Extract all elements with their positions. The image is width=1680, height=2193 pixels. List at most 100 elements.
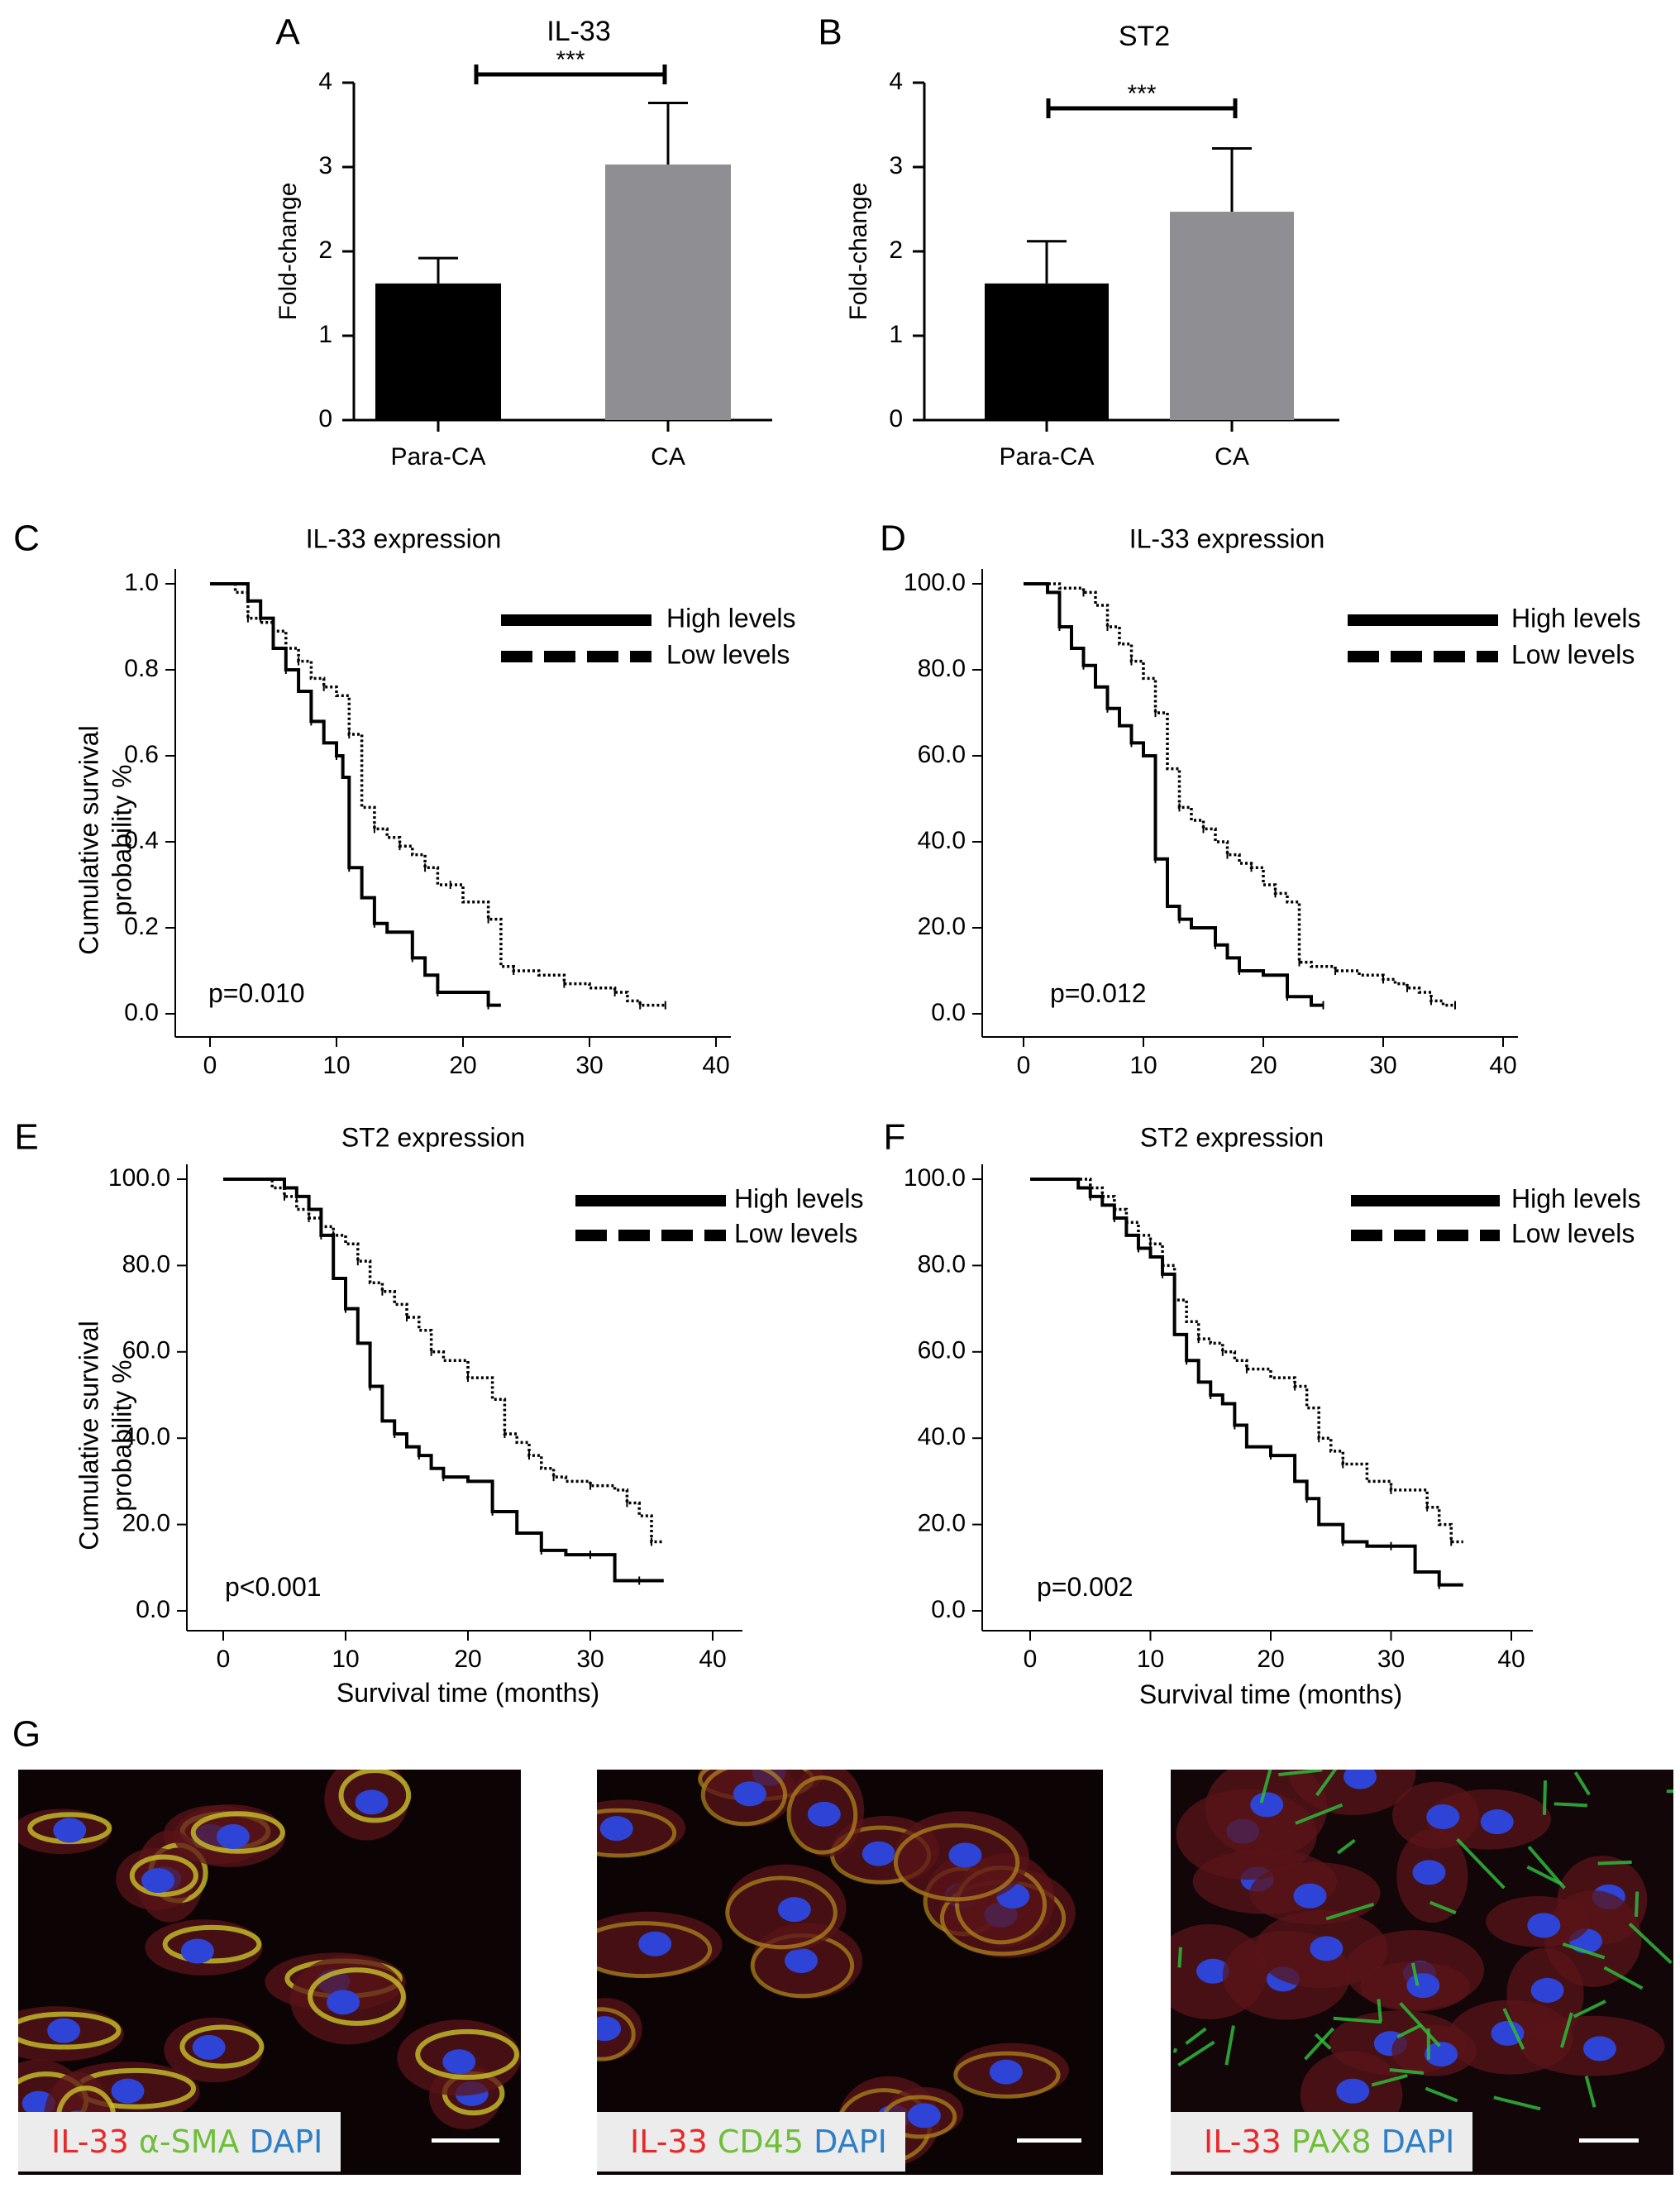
panel-letter-d: D <box>880 518 906 559</box>
y-tick-label: 0.0 <box>931 999 966 1026</box>
y-tick-label: 40.0 <box>122 1423 170 1450</box>
pax8-fiber <box>1278 1770 1323 1777</box>
y-tick-label: 3 <box>318 152 332 179</box>
cell-nucleus <box>1426 1804 1460 1830</box>
cell-actin <box>338 1770 412 1823</box>
cell-nucleus <box>47 2018 81 2043</box>
y-tick-label: 1 <box>318 321 332 348</box>
pax8-fiber <box>1224 2025 1235 2066</box>
chart-title: ST2 expression <box>1140 1122 1324 1152</box>
pax8-fiber <box>1597 1860 1632 1866</box>
cell-nucleus <box>141 1868 175 1894</box>
micrograph-il33-pax8-dapi: IL-33 PAX8 DAPI <box>1171 1770 1673 2175</box>
legend-label-low: Low levels <box>1511 639 1635 669</box>
micrograph-image <box>597 1770 1103 2175</box>
survival-curve-high-levels <box>210 582 501 1007</box>
pax8-fiber <box>1527 1845 1566 1890</box>
y-tick-label: 80.0 <box>122 1250 170 1278</box>
x-tick-label: 30 <box>575 1052 603 1079</box>
cell-nucleus <box>216 1824 250 1850</box>
y-tick-label: 0.0 <box>124 999 159 1026</box>
y-tick-label: 0.6 <box>124 741 159 768</box>
x-tick-label: 30 <box>1369 1052 1396 1079</box>
label-pax8: PAX8 <box>1291 2124 1372 2160</box>
x-tick-label: 10 <box>322 1052 350 1079</box>
x-tick-label: CA <box>1215 443 1249 471</box>
label-cd45: CD45 <box>717 2124 804 2160</box>
scale-bar <box>432 2138 499 2143</box>
y-tick-label: 60.0 <box>918 1337 966 1364</box>
y-tick-label: 1 <box>889 321 903 348</box>
y-tick-label: 60.0 <box>918 741 966 768</box>
pax8-fiber <box>1584 2076 1596 2108</box>
panel-letter-a: A <box>275 12 300 53</box>
cell-membrane <box>893 1823 1020 1902</box>
micrograph-label: IL-33 CD45 DAPI <box>597 2112 905 2172</box>
pax8-fiber <box>1315 1770 1338 1797</box>
x-tick-label: CA <box>651 443 685 471</box>
x-tick-label: 10 <box>1129 1052 1157 1079</box>
pax8-fiber <box>1635 1891 1639 1917</box>
y-tick-label: 0 <box>318 405 332 432</box>
y-tick-label: 40.0 <box>918 827 966 854</box>
x-tick-label: 40 <box>702 1052 729 1079</box>
panel-letter-b: B <box>818 12 842 53</box>
panel-letter-c: C <box>13 518 40 559</box>
cell-nucleus <box>597 2016 622 2042</box>
y-tick-label: 0.0 <box>136 1596 170 1623</box>
x-tick-label: Para-CA <box>390 443 485 471</box>
cell-nucleus <box>1344 1770 1377 1789</box>
x-tick-label: 10 <box>1137 1646 1164 1673</box>
significance-stars: *** <box>556 46 585 74</box>
p-value: p=0.012 <box>1050 978 1147 1008</box>
x-tick-label: 20 <box>454 1646 481 1673</box>
micrograph-il33-cd45-dapi: IL-33 CD45 DAPI <box>597 1770 1103 2175</box>
label-dapi: DAPI <box>249 2124 323 2160</box>
bar-ca <box>1170 212 1294 420</box>
pax8-fiber <box>1560 2012 1573 2048</box>
km-chart-d: IL-33 expression 0.0 20.0 40.0 60.0 80.0 100.0… <box>904 523 1641 1079</box>
pax8-fiber <box>1573 1771 1591 1796</box>
y-axis-label: Fold-change <box>274 183 302 321</box>
x-axis-label: Survival time (months) <box>336 1678 599 1708</box>
cell-membrane <box>786 1775 858 1855</box>
pax8-fiber <box>1666 1789 1673 1794</box>
survival-curve-low-levels <box>1030 1178 1463 1544</box>
x-axis-label: Survival time (months) <box>1139 1679 1402 1709</box>
cell-nucleus <box>1293 1883 1327 1909</box>
chart-title: ST2 <box>1119 21 1170 52</box>
micrograph-label: IL-33 PAX8 DAPI <box>1171 2112 1473 2172</box>
x-tick-label: 40 <box>699 1646 726 1673</box>
pax8-fiber <box>1333 2016 1382 2024</box>
y-tick-label: 0 <box>889 405 903 432</box>
cell-nucleus <box>111 2078 145 2104</box>
y-axis-label: Cumulative survival <box>74 725 103 954</box>
cell-actin <box>162 1924 262 1964</box>
cell-nucleus <box>1527 1913 1561 1938</box>
y-tick-label: 3 <box>889 152 903 179</box>
pax8-fiber <box>1456 1837 1506 1890</box>
significance-stars: *** <box>1127 80 1156 108</box>
pax8-fiber <box>1410 1962 1420 1986</box>
y-tick-label: 100.0 <box>904 569 966 596</box>
pax8-fiber <box>1554 1802 1588 1808</box>
bar-ca <box>605 164 731 420</box>
x-tick-label: 0 <box>203 1052 217 1079</box>
cell-nucleus <box>1530 1977 1564 2003</box>
x-tick-label: 30 <box>576 1646 604 1673</box>
survival-curve-low-levels <box>1024 582 1455 1007</box>
y-tick-label: 1.0 <box>124 569 159 596</box>
pax8-fiber <box>1573 1999 1606 2019</box>
pax8-fiber <box>1425 2086 1458 2103</box>
legend-label-high: High levels <box>1511 1183 1641 1213</box>
label-dapi: DAPI <box>1381 2124 1455 2160</box>
label-asma: α-SMA <box>138 2124 240 2160</box>
pax8-fiber <box>1259 1770 1272 1804</box>
scale-bar <box>1017 2138 1081 2143</box>
legend-label-high: High levels <box>666 603 796 633</box>
chart-title: IL-33 expression <box>1129 523 1325 553</box>
cell-nucleus <box>784 1948 818 1974</box>
y-tick-label: 2 <box>318 236 332 264</box>
cell-nucleus <box>1196 1958 1230 1984</box>
